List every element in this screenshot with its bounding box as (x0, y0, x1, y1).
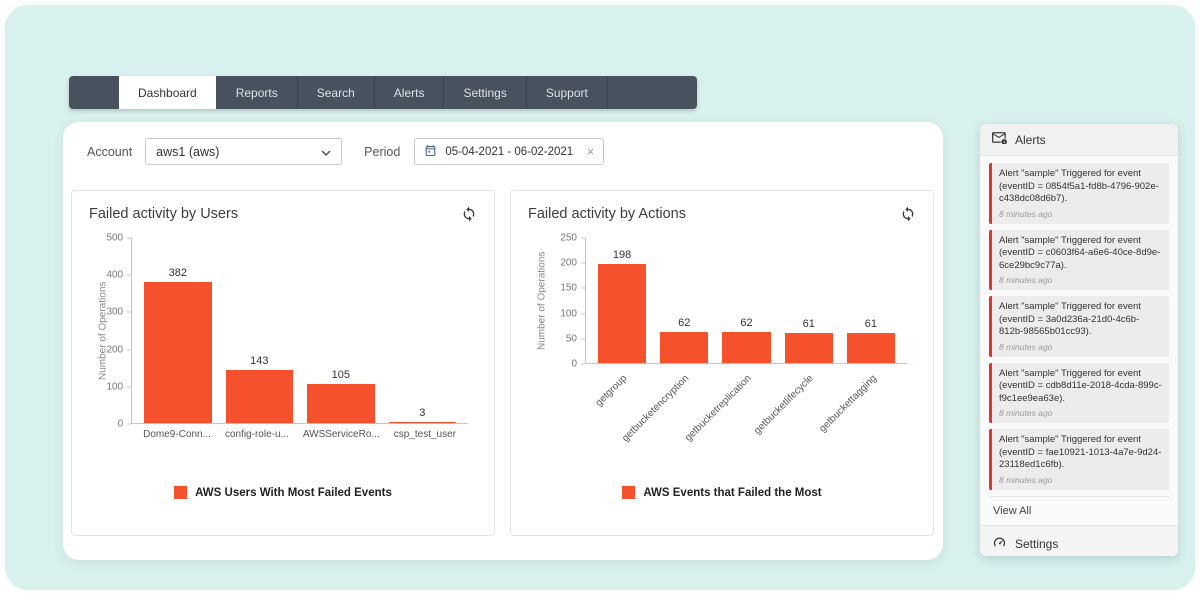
users-bar-chart: Number of Operations 0 100 200 300 400 500 38… (72, 233, 494, 450)
panel-header: Failed activity by Actions (511, 191, 933, 224)
x-axis-label: getbucketencryption (620, 373, 692, 445)
alerts-icon (992, 132, 1007, 147)
alerts-header[interactable]: Alerts (980, 124, 1178, 156)
tab-search[interactable]: Search (298, 76, 375, 109)
account-selected-value: aws1 (aws) (156, 144, 220, 159)
failed-users-panel: Failed activity by Users Number of Opera… (71, 190, 495, 536)
legend-swatch (622, 486, 636, 499)
period-label: Period (364, 144, 401, 159)
alerts-title: Alerts (1015, 132, 1046, 147)
view-all-link[interactable]: View All (989, 495, 1169, 525)
legend-label: AWS Events that Failed the Most (643, 486, 822, 499)
panel-header: Failed activity by Users (72, 191, 494, 224)
tab-alerts[interactable]: Alerts (375, 76, 445, 109)
bar: 3 (388, 238, 456, 423)
x-axis-label: config-role-u... (224, 429, 289, 440)
top-nav: Dashboard Reports Search Alerts Settings… (69, 76, 697, 109)
legend-label: AWS Users With Most Failed Events (195, 486, 392, 499)
dashboard-card: Account aws1 (aws) Period 05-04-2021 - 0… (63, 122, 943, 560)
plot-area: 198 62 62 61 61 (585, 238, 907, 364)
alert-item[interactable]: Alert "sample" Triggered for event (even… (989, 362, 1169, 424)
legend: AWS Users With Most Failed Events (72, 486, 494, 499)
calendar-icon (424, 144, 437, 160)
plot-area: 382 143 105 3 (131, 238, 468, 424)
chevron-down-icon (321, 145, 331, 159)
settings-label: Settings (1015, 536, 1059, 551)
refresh-icon[interactable] (898, 204, 918, 224)
legend: AWS Events that Failed the Most (511, 486, 933, 499)
account-select[interactable]: aws1 (aws) (145, 138, 343, 165)
panel-title: Failed activity by Users (89, 206, 239, 222)
refresh-icon[interactable] (459, 204, 479, 224)
alerts-list: Alert "sample" Triggered for event (even… (980, 156, 1178, 490)
tab-reports[interactable]: Reports (217, 76, 298, 109)
alert-item[interactable]: Alert "sample" Triggered for event (even… (989, 163, 1169, 224)
x-axis-label: getbucketlifecycle (752, 373, 817, 437)
tab-dashboard[interactable]: Dashboard (119, 76, 216, 109)
panel-title: Failed activity by Actions (528, 206, 686, 222)
alert-item[interactable]: Alert "sample" Triggered for event (even… (989, 429, 1169, 490)
tab-settings[interactable]: Settings (444, 76, 527, 109)
period-date-picker[interactable]: 05-04-2021 - 06-02-2021 × (414, 138, 605, 165)
bar: 105 (307, 238, 375, 423)
x-axis-label: getbuckettagging (816, 373, 879, 435)
y-axis-ticks: 0 50 100 150 200 250 (551, 233, 585, 370)
bar: 61 (846, 238, 896, 363)
bar: 382 (144, 238, 212, 423)
settings-icon (992, 535, 1007, 553)
bar: 62 (722, 238, 771, 363)
bar: 198 (598, 238, 647, 363)
bar: 61 (784, 238, 833, 363)
account-label: Account (87, 144, 133, 159)
x-axis-labels: Dome9-Conn... config-role-u... AWSServiceR… (131, 424, 468, 450)
alert-item[interactable]: Alert "sample" Triggered for event (even… (989, 229, 1169, 291)
alert-item[interactable]: Alert "sample" Triggered for event (even… (989, 296, 1169, 357)
x-axis-label: getbucketreplication (683, 373, 754, 444)
period-value: 05-04-2021 - 06-02-2021 (445, 145, 574, 158)
failed-actions-panel: Failed activity by Actions Number of Ope… (510, 190, 934, 536)
alerts-sidebar: Alerts Alert "sample" Triggered for even… (980, 124, 1178, 556)
y-axis-title: Number of Operations (536, 251, 548, 351)
filter-bar: Account aws1 (aws) Period 05-04-2021 - 0… (63, 122, 943, 165)
actions-bar-chart: Number of Operations 0 50 100 150 200 250 198… (511, 233, 933, 458)
x-axis-labels: getgroup getbucketencryption getbucketrepl… (585, 364, 907, 458)
bar: 62 (660, 238, 709, 363)
clear-period-icon[interactable]: × (586, 144, 595, 159)
settings-row[interactable]: Settings (980, 524, 1178, 556)
x-axis-label: Dome9-Conn... (143, 429, 211, 440)
legend-swatch (174, 486, 188, 499)
bar: 143 (225, 238, 294, 423)
tab-support[interactable]: Support (527, 76, 608, 109)
y-axis-ticks: 0 100 200 300 400 500 (106, 233, 132, 430)
y-axis-title: Number of Operations (97, 281, 109, 381)
x-axis-label: AWSServiceRo... (302, 429, 380, 440)
x-axis-label: csp_test_user (393, 429, 456, 440)
x-axis-label: getgroup (593, 373, 629, 409)
